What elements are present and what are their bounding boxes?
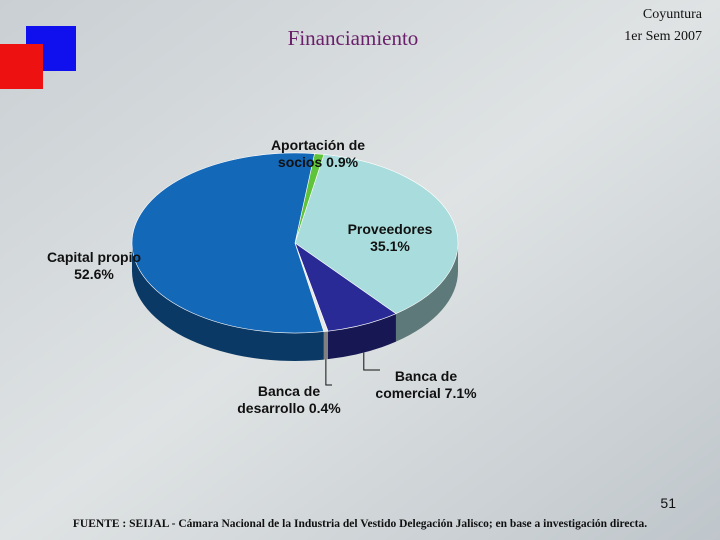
category-label: Capital propio [47,249,141,265]
slice-side [323,331,328,360]
value-label: 52.6% [74,266,114,282]
subtitle: Coyuntura [643,7,703,22]
page-number: 51 [660,495,676,511]
category-label: Banca de [395,368,457,384]
category-label: Banca de [258,383,320,399]
data-label: Banca de comercial 7.1% [375,368,477,401]
category-label: Proveedores [348,221,433,237]
slice-side [395,243,458,342]
leader-line [325,359,332,386]
value-label: 35.1% [370,238,410,254]
slice-side [327,313,396,360]
slice [294,154,459,315]
value-label: 0.9% [326,154,358,170]
subtitle: 1er Sem 2007 [624,29,702,44]
pie-chart: Aportación de socios 0.9% Proveedores 35.1%… [47,137,477,416]
category-label: Aportación de [271,137,365,153]
value-label: 0.4% [309,400,341,416]
data-label: Banca de desarrollo 0.4% [237,383,341,416]
category-label: socios [278,154,326,170]
deco-square [0,44,43,89]
data-label: Capital propio 52.6% [47,249,141,282]
leader-line [363,352,380,371]
value-label: 7.1% [445,385,477,401]
slice [131,152,325,334]
data-label: Aportación de socios 0.9% [271,137,365,170]
source-note: FUENTE : SEIJAL - Cámara Nacional de la … [73,518,647,530]
chart-title: Financiamiento [288,26,419,50]
slice-side [132,243,324,361]
category-label: comercial [375,385,444,401]
data-label: Proveedores 35.1% [348,221,433,254]
category-label: desarrollo [237,400,309,416]
